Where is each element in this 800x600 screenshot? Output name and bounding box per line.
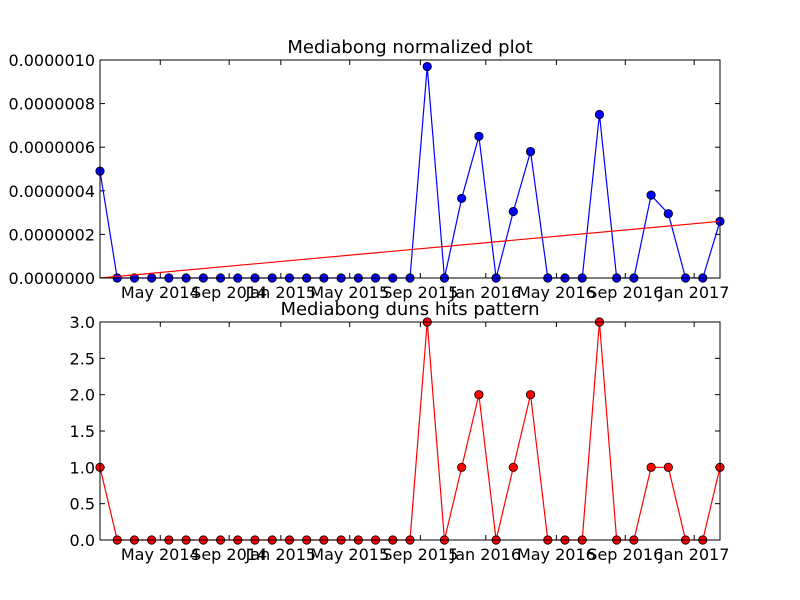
plot-frame xyxy=(99,321,721,541)
data-point xyxy=(663,209,673,219)
data-point xyxy=(663,462,673,472)
x-tick-label: Sep 2014 xyxy=(191,545,267,564)
data-point xyxy=(422,61,432,72)
x-tick-label: Jan 2017 xyxy=(658,545,729,564)
hits-pattern-panel: Mediabong duns hits pattern 0.0 0.5 1.0 1.5… xyxy=(70,299,730,564)
series-line xyxy=(99,66,721,279)
x-tick-label: May 2015 xyxy=(310,283,389,302)
data-point xyxy=(646,190,656,200)
x-tick-label: Jan 2016 xyxy=(450,283,521,302)
data-point xyxy=(508,462,518,472)
x-tick-label: Jan 2016 xyxy=(450,545,521,564)
normalized-plot-panel: Mediabong normalized plot 0.0000000 0.000… xyxy=(8,37,729,302)
data-point xyxy=(508,206,518,217)
y-tick-label: 1.0 xyxy=(70,458,95,477)
data-point xyxy=(594,109,605,120)
x-tick-label: Sep 2016 xyxy=(587,545,663,564)
plot-frame xyxy=(99,59,721,279)
data-point xyxy=(457,193,467,204)
x-tick-label: May 2016 xyxy=(517,283,596,302)
x-tick-label: May 2014 xyxy=(121,545,200,564)
y-tick-label: 0.0 xyxy=(70,531,95,550)
trend-line xyxy=(99,220,721,279)
data-point xyxy=(457,462,467,472)
y-tick-label: 0.0000000 xyxy=(8,269,95,288)
y-tick-label: 2.5 xyxy=(70,349,95,368)
y-tick-label: 0.0000010 xyxy=(8,51,95,70)
data-point xyxy=(525,390,536,400)
plot-frame-overlay xyxy=(99,321,721,541)
x-tick-label: May 2015 xyxy=(310,545,389,564)
chart-title-hits: Mediabong duns hits pattern xyxy=(280,299,539,320)
y-tick-label: 2.0 xyxy=(70,386,95,405)
data-point xyxy=(474,131,484,141)
chart-title-normalized: Mediabong normalized plot xyxy=(287,37,532,58)
data-point xyxy=(474,390,484,400)
y-tick-label: 0.0000002 xyxy=(8,225,95,244)
x-tick-label: Jan 2015 xyxy=(245,283,316,302)
x-tick-label: Sep 2015 xyxy=(382,283,458,302)
y-tick-label: 0.0000004 xyxy=(8,182,95,201)
series-line xyxy=(99,321,721,541)
x-tick-label: Sep 2015 xyxy=(382,545,458,564)
y-tick-label: 0.0000006 xyxy=(8,138,95,157)
y-tick-label: 0.0000008 xyxy=(8,95,95,114)
data-point xyxy=(646,462,656,472)
x-tick-label: Jan 2017 xyxy=(658,283,729,302)
x-tick-label: May 2014 xyxy=(121,283,200,302)
y-tick-label: 1.5 xyxy=(70,422,95,441)
x-tick-label: Sep 2014 xyxy=(191,283,267,302)
x-tick-label: Sep 2016 xyxy=(587,283,663,302)
x-tick-label: Jan 2015 xyxy=(245,545,316,564)
x-tick-label: May 2016 xyxy=(517,545,596,564)
y-tick-label: 3.0 xyxy=(70,313,95,332)
y-tick-label: 0.5 xyxy=(70,495,95,514)
plot-frame-overlay xyxy=(99,59,721,279)
data-point xyxy=(525,146,536,157)
